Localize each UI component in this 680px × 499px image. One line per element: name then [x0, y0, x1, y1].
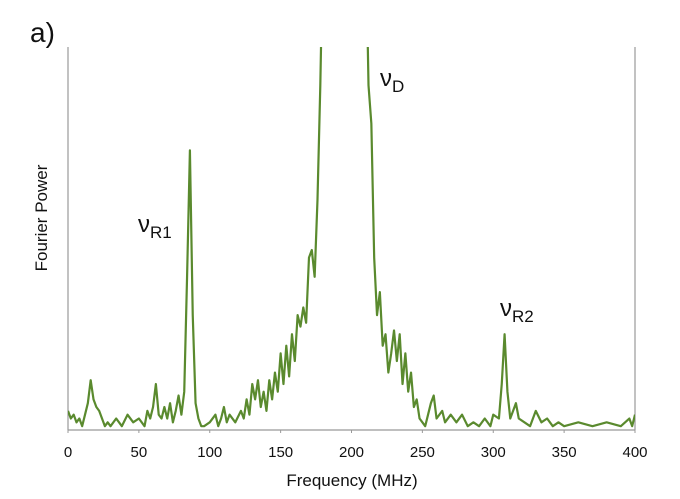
data-line [68, 47, 635, 428]
x-tick-label: 200 [339, 444, 364, 461]
annotation-symbol: ν [138, 211, 150, 238]
peak-annotation: νD [380, 65, 404, 96]
x-tick-label: 400 [622, 444, 647, 461]
annotation-subscript: R2 [512, 307, 534, 326]
x-tick-label: 150 [268, 444, 293, 461]
x-tick-label: 300 [481, 444, 506, 461]
annotation-subscript: D [392, 77, 404, 96]
x-tick-label: 0 [64, 444, 72, 461]
x-tick-label: 350 [552, 444, 577, 461]
x-tick-label: 50 [131, 444, 148, 461]
x-tick-label: 100 [197, 444, 222, 461]
peak-annotation: νR2 [500, 295, 534, 326]
annotation-symbol: ν [500, 295, 512, 322]
annotation-symbol: ν [380, 65, 392, 92]
panel-label: a) [30, 17, 55, 48]
peak-annotation: νR1 [138, 211, 172, 242]
x-tick-label: 250 [410, 444, 435, 461]
x-axis-label: Frequency (MHz) [286, 471, 417, 490]
y-axis-label: Fourier Power [32, 164, 51, 271]
annotation-subscript: R1 [150, 223, 172, 242]
